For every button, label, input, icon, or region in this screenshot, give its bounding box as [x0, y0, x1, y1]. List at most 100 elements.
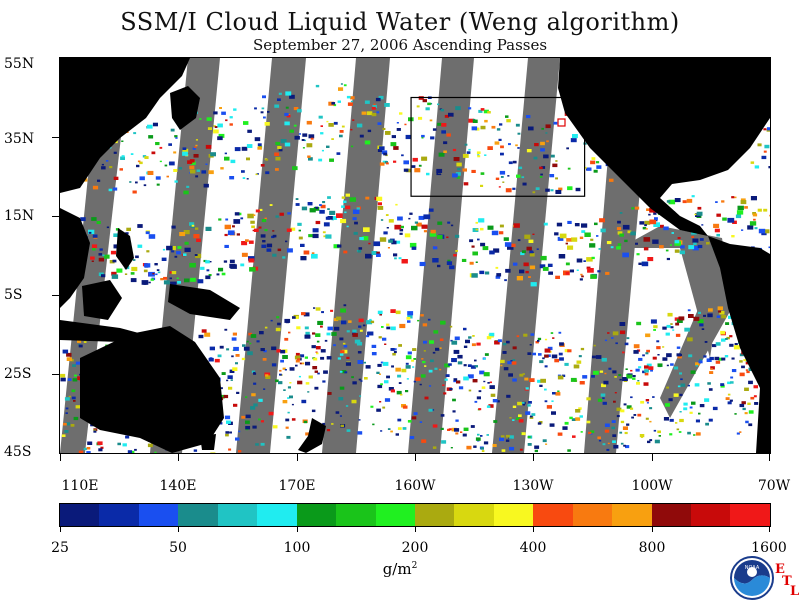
cloud-pixel — [581, 431, 583, 433]
cloud-pixel — [344, 371, 347, 373]
cloud-pixel — [675, 323, 679, 326]
cloud-pixel — [175, 137, 177, 139]
cloud-pixel — [567, 221, 571, 224]
cloud-pixel — [592, 157, 596, 160]
cloud-pixel — [725, 355, 728, 357]
cloud-pixel — [315, 333, 320, 337]
cloud-pixel — [672, 329, 674, 330]
cloud-pixel — [377, 385, 382, 388]
cloud-pixel — [713, 224, 719, 228]
cloud-pixel — [275, 168, 279, 171]
cloud-pixel — [538, 422, 542, 424]
cloud-pixel — [632, 378, 635, 380]
cloud-pixel — [206, 145, 212, 149]
cloud-pixel — [320, 132, 323, 134]
cloud-pixel — [550, 189, 553, 191]
cloud-pixel — [575, 409, 580, 413]
cloud-pixel — [431, 230, 436, 234]
cloud-pixel — [476, 222, 479, 224]
cloud-pixel — [404, 124, 406, 126]
cloud-pixel — [199, 335, 204, 338]
cloud-pixel — [767, 127, 770, 130]
cloud-pixel — [433, 424, 438, 427]
cloud-pixel — [440, 347, 442, 349]
cloud-pixel — [522, 176, 525, 178]
cloud-pixel — [700, 404, 705, 407]
cloud-pixel — [231, 355, 234, 357]
colorbar-label-50: 50 — [169, 540, 187, 556]
cloud-pixel — [311, 138, 314, 140]
cloud-pixel — [394, 351, 397, 353]
cloud-pixel — [545, 444, 547, 445]
cloud-pixel — [660, 225, 664, 228]
cloud-pixel — [462, 259, 466, 262]
cloud-pixel — [242, 147, 248, 151]
cloud-pixel — [344, 212, 346, 214]
cloud-pixel — [645, 334, 650, 338]
cloud-pixel — [509, 161, 513, 164]
cloud-pixel — [213, 130, 219, 134]
cloud-pixel — [599, 218, 605, 222]
cloud-pixel — [468, 364, 472, 367]
cloud-pixel — [513, 406, 516, 408]
cloud-pixel — [543, 155, 549, 159]
cloud-pixel — [301, 400, 306, 403]
cloud-pixel — [457, 168, 460, 170]
colorbar-cell — [257, 504, 296, 526]
cloud-pixel — [257, 147, 262, 150]
cloud-pixel — [80, 217, 86, 221]
cloud-pixel — [305, 362, 310, 366]
cloud-pixel — [327, 429, 330, 431]
cloud-pixel — [243, 177, 246, 179]
cloud-pixel — [545, 132, 547, 133]
cloud-pixel — [242, 358, 245, 360]
cloud-pixel — [284, 338, 288, 341]
cloud-pixel — [449, 265, 454, 269]
cloud-pixel — [603, 402, 607, 405]
cloud-pixel — [473, 120, 478, 123]
cloud-pixel — [137, 224, 142, 228]
cloud-pixel — [474, 360, 477, 362]
cloud-pixel — [152, 152, 156, 155]
cloud-pixel — [232, 225, 235, 227]
cloud-pixel — [412, 366, 414, 368]
cloud-pixel — [405, 390, 408, 392]
cloud-pixel — [230, 260, 235, 263]
cloud-pixel — [305, 357, 308, 359]
cloud-pixel — [359, 419, 361, 420]
colorbar-cell — [533, 504, 572, 526]
cloud-pixel — [232, 337, 237, 340]
cloud-pixel — [74, 375, 77, 377]
cloud-pixel — [397, 419, 401, 422]
cloud-pixel — [652, 240, 658, 244]
cloud-pixel — [157, 184, 160, 186]
cloud-pixel — [544, 223, 548, 226]
cloud-pixel — [769, 215, 770, 217]
cloud-pixel — [636, 322, 641, 325]
cloud-pixel — [306, 382, 310, 385]
cloud-pixel — [592, 356, 596, 359]
cloud-pixel — [458, 361, 463, 364]
cloud-pixel — [634, 414, 637, 416]
cloud-pixel — [364, 377, 368, 380]
cloud-pixel — [261, 245, 266, 248]
cloud-pixel — [331, 423, 333, 425]
cloud-pixel — [334, 327, 339, 331]
cloud-pixel — [391, 365, 394, 367]
cloud-pixel — [208, 127, 212, 130]
cloud-pixel — [235, 362, 238, 364]
cloud-pixel — [308, 202, 313, 205]
cloud-pixel — [504, 279, 507, 281]
cloud-pixel — [649, 421, 651, 423]
colorbar-label-800: 800 — [639, 540, 666, 556]
cloud-pixel — [618, 243, 622, 246]
cloud-pixel — [414, 381, 416, 383]
cloud-pixel — [612, 434, 616, 437]
cloud-pixel — [193, 234, 199, 238]
cloud-pixel — [172, 271, 177, 274]
cloud-pixel — [557, 391, 559, 393]
cloud-pixel — [390, 309, 395, 313]
cloud-pixel — [129, 181, 131, 183]
cloud-pixel — [679, 431, 682, 433]
cloud-pixel — [246, 158, 250, 161]
